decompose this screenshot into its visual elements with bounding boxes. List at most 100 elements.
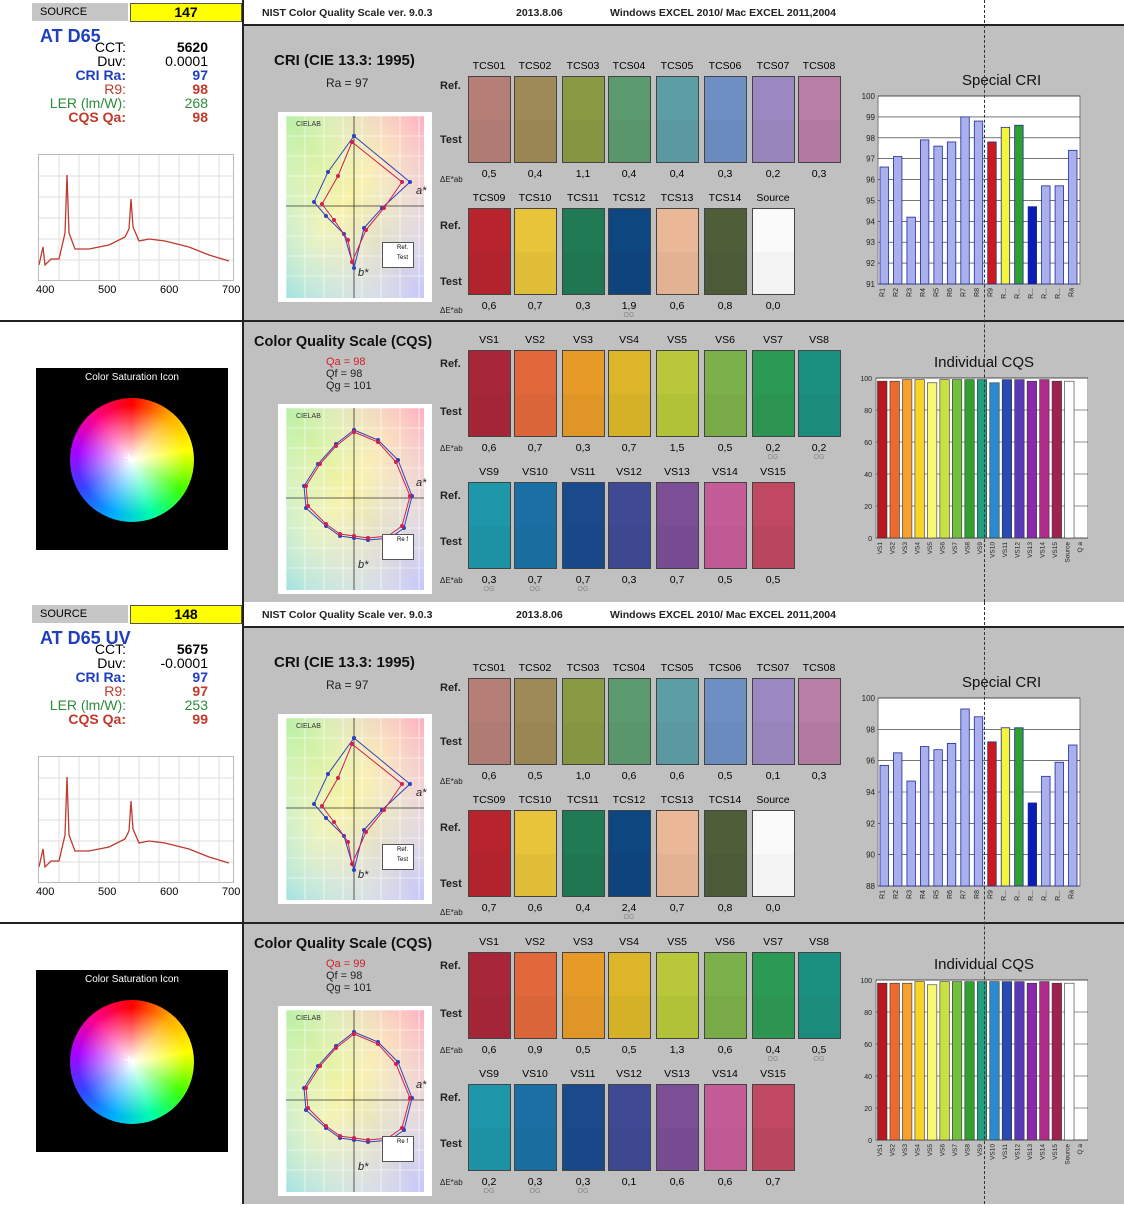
special-cri-bar	[1014, 727, 1024, 887]
x-tick-label: VS5	[927, 542, 934, 555]
x-tick-label: VS9	[977, 542, 984, 555]
lab-point	[408, 494, 412, 498]
test-color	[515, 1127, 556, 1170]
special-cri-bar	[893, 752, 903, 887]
ref-color	[563, 209, 604, 253]
delta-e-flag: OG	[529, 586, 541, 593]
individual-cqs-bar	[914, 981, 925, 1141]
individual-cqs-bar	[889, 982, 900, 1141]
saturation-icon-panel: Color Saturation Icon +	[32, 322, 242, 602]
stat-label: R9:	[104, 683, 126, 699]
delta-e-value: 0,3	[481, 574, 497, 586]
sample-name: VS14	[712, 1068, 738, 1080]
special-cri-bar	[973, 120, 984, 285]
lab-point	[332, 820, 336, 824]
header-platform: Windows EXCEL 2010/ Mac EXCEL 2011,2004	[610, 609, 836, 621]
color-swatch	[562, 678, 605, 765]
stat-label: CQS Qa:	[68, 711, 126, 727]
sample-name: VS14	[712, 466, 738, 478]
header-divider	[244, 24, 1124, 26]
ref-color	[563, 351, 604, 395]
ref-color	[657, 483, 698, 527]
cqs-qg: Qg = 101	[326, 380, 372, 392]
lab-point	[394, 1062, 398, 1066]
test-color	[563, 525, 604, 568]
lab-point	[400, 782, 404, 786]
ref-color	[515, 209, 556, 253]
delta-e-value: 1,9	[621, 300, 637, 312]
individual-cqs-bar	[1039, 379, 1050, 539]
x-tick-label: VS4	[915, 542, 922, 555]
delta-e-value: 0,7	[669, 902, 685, 914]
color-swatch	[608, 482, 651, 569]
color-saturation-icon: Color Saturation Icon +	[36, 368, 228, 550]
test-color	[657, 393, 698, 436]
test-color	[753, 721, 794, 764]
delta-e-value: 0,0	[765, 902, 781, 914]
sample-name: VS5	[667, 334, 687, 346]
sample-name: TCS08	[802, 60, 836, 72]
delta-e-value: 0,6	[481, 300, 497, 312]
stat-label: LER (lm/W):	[49, 697, 126, 713]
lab-point	[350, 260, 354, 264]
row-label-de: ΔE*ab	[440, 306, 463, 315]
x-tick-label: VS12	[1014, 1144, 1021, 1160]
color-swatch	[656, 482, 699, 569]
x-tick-label: VS10	[989, 542, 996, 558]
source-number-field[interactable]: 147	[130, 3, 242, 22]
special-cri-bar	[1041, 185, 1051, 285]
delta-e-flag: OG	[483, 586, 495, 593]
color-swatch	[608, 952, 651, 1039]
individual-cqs-svg: 0 20 40 60 80 100 VS1 VS2 VS3 VS4 VS5 VS6 VS7 VS8 VS9 V…	[860, 978, 1088, 1165]
ref-color	[609, 209, 650, 253]
special-cri-bar	[1000, 727, 1011, 887]
x-tick-label: VS11	[1002, 542, 1009, 558]
special-cri-chart: Special CRI 91 92 93 94 95 96 97 98 99 100 R1 R2 R3 R4…	[850, 60, 1088, 320]
individual-cqs-bar	[976, 981, 988, 1141]
stat-value: 99	[192, 711, 208, 727]
special-cri-bar	[1027, 802, 1037, 887]
ref-color	[609, 77, 650, 121]
lab-point	[324, 214, 328, 218]
test-color	[563, 995, 604, 1038]
cqs-panel: Color Quality Scale (CQS) Qa = 98 Qf = 98 Q…	[244, 322, 1124, 602]
cqs-title: Color Quality Scale (CQS)	[254, 936, 433, 952]
color-swatch	[752, 208, 795, 295]
row-label-ref: Ref.	[440, 80, 461, 92]
color-swatch	[608, 678, 651, 765]
lab-point	[346, 840, 350, 844]
ref-color	[753, 953, 794, 997]
special-cri-bar	[933, 749, 943, 887]
row-label-de: ΔE*ab	[440, 908, 463, 917]
stat-value: 97	[192, 67, 208, 83]
sample-name: VS11	[570, 1068, 596, 1080]
lab-b-label: b*	[358, 267, 369, 279]
x-tick-label: R5	[934, 288, 941, 297]
lab-legend: Re f	[382, 1136, 414, 1162]
stat-label: R9:	[104, 81, 126, 97]
stat-label: CQS Qa:	[68, 109, 126, 125]
test-color	[609, 393, 650, 436]
color-swatch	[752, 76, 795, 163]
delta-e-value: 0,4	[765, 1044, 781, 1056]
header-title: NIST Color Quality Scale ver. 9.0.3	[262, 7, 433, 19]
ref-color	[609, 679, 650, 723]
sample-name: VS15	[760, 1068, 786, 1080]
special-cri-bar	[973, 716, 984, 887]
x-tick-label: R9	[987, 890, 994, 899]
color-swatch	[468, 482, 511, 569]
x-tick-label: VS13	[1027, 1144, 1034, 1160]
x-tick-label: R8	[974, 288, 981, 297]
icon-title: Color Saturation Icon	[85, 974, 179, 985]
source-number-field[interactable]: 148	[130, 605, 242, 624]
delta-e-value: 0,4	[527, 168, 543, 180]
delta-e-value: 0,6	[527, 902, 543, 914]
sample-name: VS2	[525, 334, 545, 346]
spectrum-tick: 700	[222, 886, 241, 898]
special-cri-bar	[1000, 126, 1011, 285]
delta-e-value: 0,8	[717, 300, 733, 312]
lab-point	[312, 200, 316, 204]
delta-e-value: 0,7	[765, 1176, 781, 1188]
ref-color	[799, 953, 840, 997]
cqs-qa: Qa = 98	[326, 356, 366, 368]
